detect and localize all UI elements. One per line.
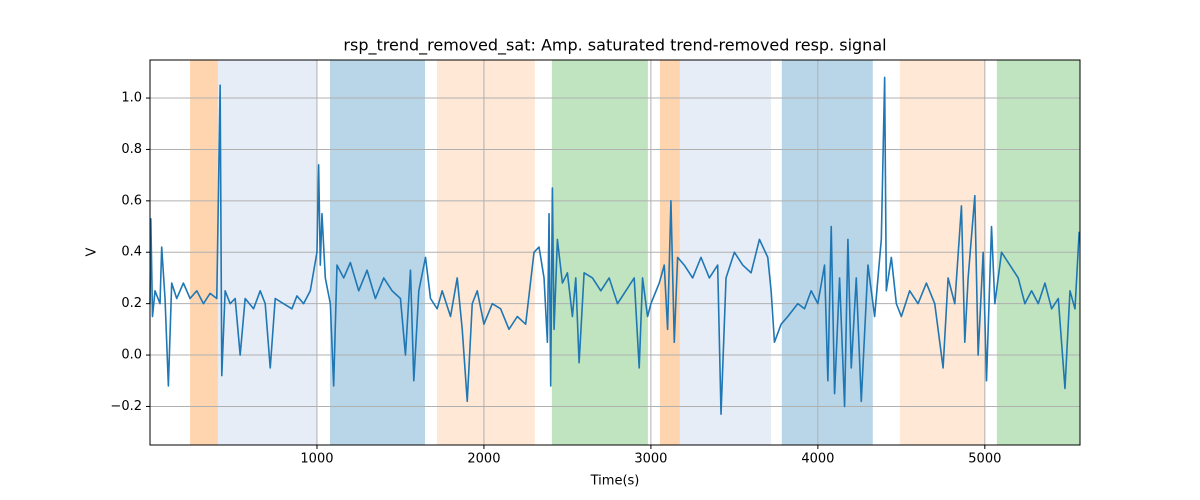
- grid: [150, 60, 1080, 445]
- y-axis-label: V: [85, 247, 100, 256]
- x-tick-label: 4000: [801, 452, 834, 467]
- y-tick-label: 0.2: [121, 296, 142, 311]
- y-tick-label: 0.0: [121, 348, 142, 363]
- y-tick-label: 0.8: [121, 142, 142, 157]
- x-tick-label: 2000: [467, 452, 500, 467]
- ticks: 1000 2000 3000 4000 5000 −0.2 0.0 0.2 0.4 0.6 0.8 1…: [110, 91, 1001, 467]
- x-tick-label: 1000: [300, 452, 333, 467]
- x-tick-label: 3000: [634, 452, 667, 467]
- x-tick-label: 5000: [968, 452, 1001, 467]
- x-axis-label: Time(s): [590, 474, 640, 489]
- chart-title: rsp_trend_removed_sat: Amp. saturated tr…: [343, 36, 886, 56]
- y-tick-label: 0.4: [121, 245, 142, 260]
- signal-line: [149, 76, 1080, 415]
- plot: [149, 76, 1080, 415]
- y-tick-label: 1.0: [121, 91, 142, 106]
- y-tick-label: −0.2: [110, 399, 142, 414]
- y-tick-label: 0.6: [121, 193, 142, 208]
